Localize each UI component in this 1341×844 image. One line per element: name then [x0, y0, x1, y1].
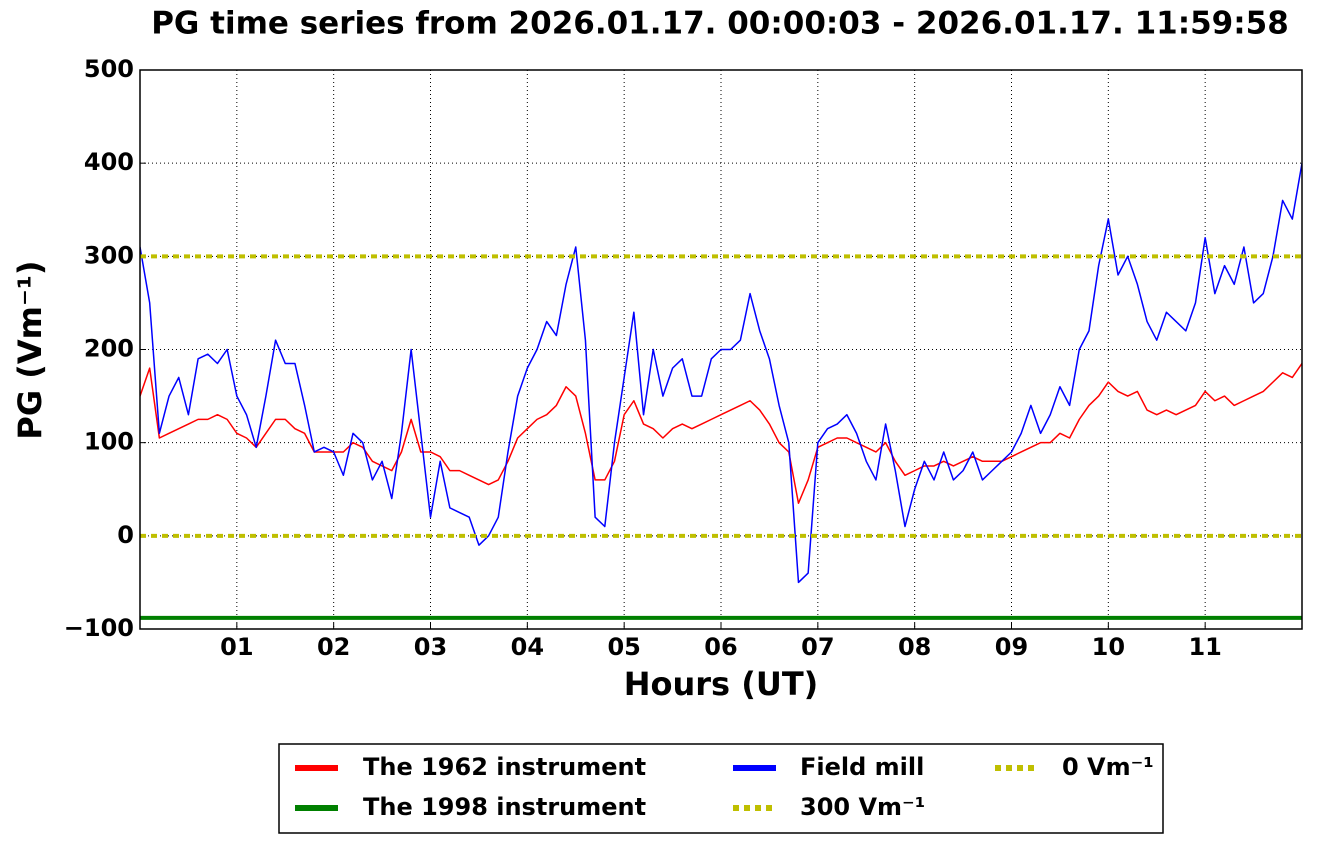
plot-area	[140, 163, 1302, 620]
y-axis-label: PG (Vm⁻¹)	[11, 260, 49, 439]
y-tick-label: −100	[64, 614, 134, 642]
y-tick-label: 0	[117, 521, 134, 549]
y-tick-label: 500	[84, 55, 134, 83]
x-tick-label: 01	[220, 633, 253, 661]
legend-label: The 1998 instrument	[363, 793, 646, 821]
legend-label: Field mill	[800, 753, 924, 781]
x-tick-label: 08	[898, 633, 931, 661]
legend-label: 300 Vm⁻¹	[800, 793, 925, 821]
x-tick-label: 11	[1188, 633, 1221, 661]
x-tick-label: 05	[607, 633, 640, 661]
legend-label: 0 Vm⁻¹	[1062, 753, 1154, 781]
y-tick-label: 200	[84, 335, 134, 363]
series-line	[140, 163, 1302, 584]
x-tick-label: 10	[1092, 633, 1125, 661]
x-tick-label: 09	[995, 633, 1028, 661]
x-tick-label: 07	[801, 633, 834, 661]
x-tick-label: 06	[704, 633, 737, 661]
x-tick-label: 03	[414, 633, 447, 661]
chart-title: PG time series from 2026.01.17. 00:00:03…	[151, 6, 1289, 42]
y-tick-label: 300	[84, 241, 134, 269]
y-tick-label: 100	[84, 428, 134, 456]
legend-box	[278, 743, 1164, 834]
x-tick-label: 02	[317, 633, 350, 661]
y-tick-label: 400	[84, 148, 134, 176]
plot-frame	[139, 69, 1303, 630]
x-tick-label: 04	[511, 633, 544, 661]
x-axis-label: Hours (UT)	[624, 665, 819, 703]
legend-label: The 1962 instrument	[363, 753, 646, 781]
